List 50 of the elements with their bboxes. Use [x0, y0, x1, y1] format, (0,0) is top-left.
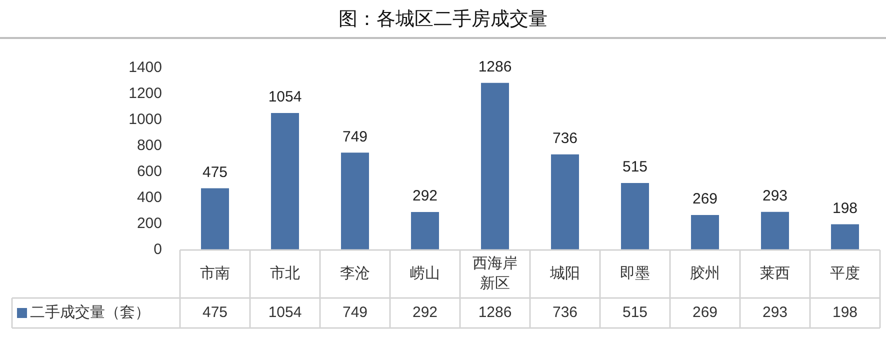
- y-tick-label: 1000: [128, 111, 162, 128]
- x-tick-label: 西海岸新区: [472, 254, 518, 292]
- bar: [761, 212, 789, 250]
- x-tick-label: 即墨: [620, 264, 650, 282]
- data-label: 292: [412, 304, 438, 322]
- data-label: 475: [202, 304, 228, 322]
- y-tick-label: 600: [136, 163, 162, 180]
- bar: [201, 188, 229, 250]
- data-label: 749: [342, 304, 368, 322]
- y-tick-label: 1200: [128, 85, 162, 102]
- bar: [341, 152, 369, 250]
- bar: [551, 154, 579, 250]
- y-tick-label: 1400: [128, 59, 162, 76]
- text: 1286: [478, 58, 512, 76]
- x-tick-label: 平度: [830, 264, 860, 282]
- data-label: 198: [832, 304, 858, 322]
- data-label: 515: [622, 304, 648, 322]
- bar: [481, 82, 509, 250]
- data-label: 736: [552, 304, 578, 322]
- x-tick-label: 崂山: [410, 264, 440, 282]
- bar: [621, 183, 649, 250]
- x-tick-label: 市南: [200, 264, 230, 282]
- text: 293: [762, 188, 788, 205]
- data-label: 1054: [268, 304, 302, 322]
- data-label: 293: [762, 304, 788, 322]
- data-label: 1286: [478, 304, 512, 322]
- text: 736: [552, 130, 578, 147]
- text: 292: [412, 188, 438, 205]
- y-tick-label: 0: [154, 241, 162, 258]
- text: 198: [832, 200, 858, 217]
- x-tick-label: 市北: [270, 264, 300, 282]
- text: 749: [342, 128, 368, 146]
- text: 1054: [268, 88, 302, 106]
- x-tick-label: 李沧: [340, 264, 370, 282]
- bar: [271, 112, 299, 250]
- x-tick-label: 胶州: [690, 264, 720, 282]
- legend-label: 二手成交量（套）: [30, 302, 150, 321]
- bar: [411, 212, 439, 250]
- bar: [691, 215, 719, 250]
- text: 475: [202, 164, 228, 181]
- x-tick-label: 莱西: [760, 264, 790, 282]
- data-label: 269: [692, 304, 718, 322]
- chart-title: 图：各城区二手房成交量: [338, 7, 548, 32]
- y-tick-label: 400: [136, 189, 162, 206]
- x-tick-label: 城阳: [549, 264, 580, 282]
- text: 515: [622, 158, 648, 176]
- text: 269: [692, 190, 718, 208]
- bar: [831, 224, 859, 250]
- y-tick-label: 200: [136, 215, 162, 232]
- y-tick-label: 800: [136, 137, 162, 154]
